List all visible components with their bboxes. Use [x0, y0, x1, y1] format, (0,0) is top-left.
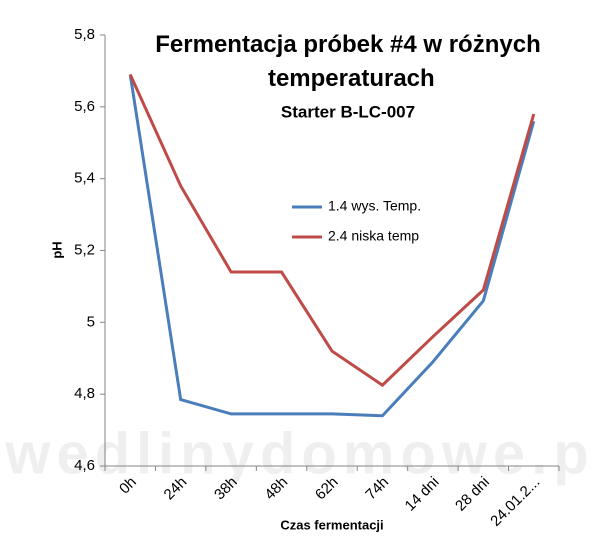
legend-label: 2.4 niska temp: [328, 228, 419, 244]
series-line: [128, 73, 536, 388]
y-tick-label: 5,8: [74, 26, 95, 43]
y-tick-label: 5,2: [74, 241, 95, 258]
y-tick-label: 5,4: [74, 170, 95, 187]
y-axis-label: pH: [49, 241, 64, 258]
legend-label: 1.4 wys. Temp.: [328, 198, 421, 214]
y-tick-label: 5,6: [74, 98, 95, 115]
watermark: wedlinydomowe.p: [4, 421, 595, 486]
chart-title: Fermentacja próbek #4 w różnych temperat…: [155, 31, 540, 92]
y-tick-label: 4,6: [74, 457, 95, 474]
series-line: [128, 74, 536, 418]
y-tick-label: 5: [87, 313, 95, 330]
x-axis-label: Czas fermentacji: [280, 517, 383, 532]
chart-subtitle: Starter B-LC-007: [281, 102, 415, 121]
y-tick-label: 4,8: [74, 385, 95, 402]
